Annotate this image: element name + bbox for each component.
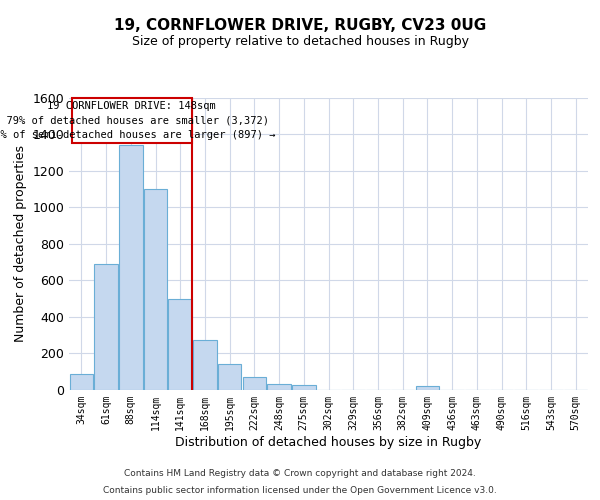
Text: Size of property relative to detached houses in Rugby: Size of property relative to detached ho… — [131, 35, 469, 48]
Bar — [119, 145, 143, 390]
Text: Contains HM Land Registry data © Crown copyright and database right 2024.: Contains HM Land Registry data © Crown c… — [124, 468, 476, 477]
FancyBboxPatch shape — [71, 98, 192, 143]
X-axis label: Distribution of detached houses by size in Rugby: Distribution of detached houses by size … — [175, 436, 482, 448]
Bar — [268, 384, 291, 390]
Text: 19, CORNFLOWER DRIVE, RUGBY, CV23 0UG: 19, CORNFLOWER DRIVE, RUGBY, CV23 0UG — [114, 18, 486, 32]
Text: 21% of semi-detached houses are larger (897) →: 21% of semi-detached houses are larger (… — [0, 130, 275, 140]
Text: Contains public sector information licensed under the Open Government Licence v3: Contains public sector information licen… — [103, 486, 497, 495]
Bar — [70, 374, 93, 390]
Y-axis label: Number of detached properties: Number of detached properties — [14, 145, 27, 342]
Bar — [416, 386, 439, 390]
Text: ← 79% of detached houses are smaller (3,372): ← 79% of detached houses are smaller (3,… — [0, 115, 269, 125]
Text: 19 CORNFLOWER DRIVE: 148sqm: 19 CORNFLOWER DRIVE: 148sqm — [47, 100, 216, 110]
Bar — [94, 264, 118, 390]
Bar — [242, 377, 266, 390]
Bar — [169, 298, 192, 390]
Bar — [144, 189, 167, 390]
Bar — [292, 384, 316, 390]
Bar — [218, 364, 241, 390]
Bar — [193, 340, 217, 390]
